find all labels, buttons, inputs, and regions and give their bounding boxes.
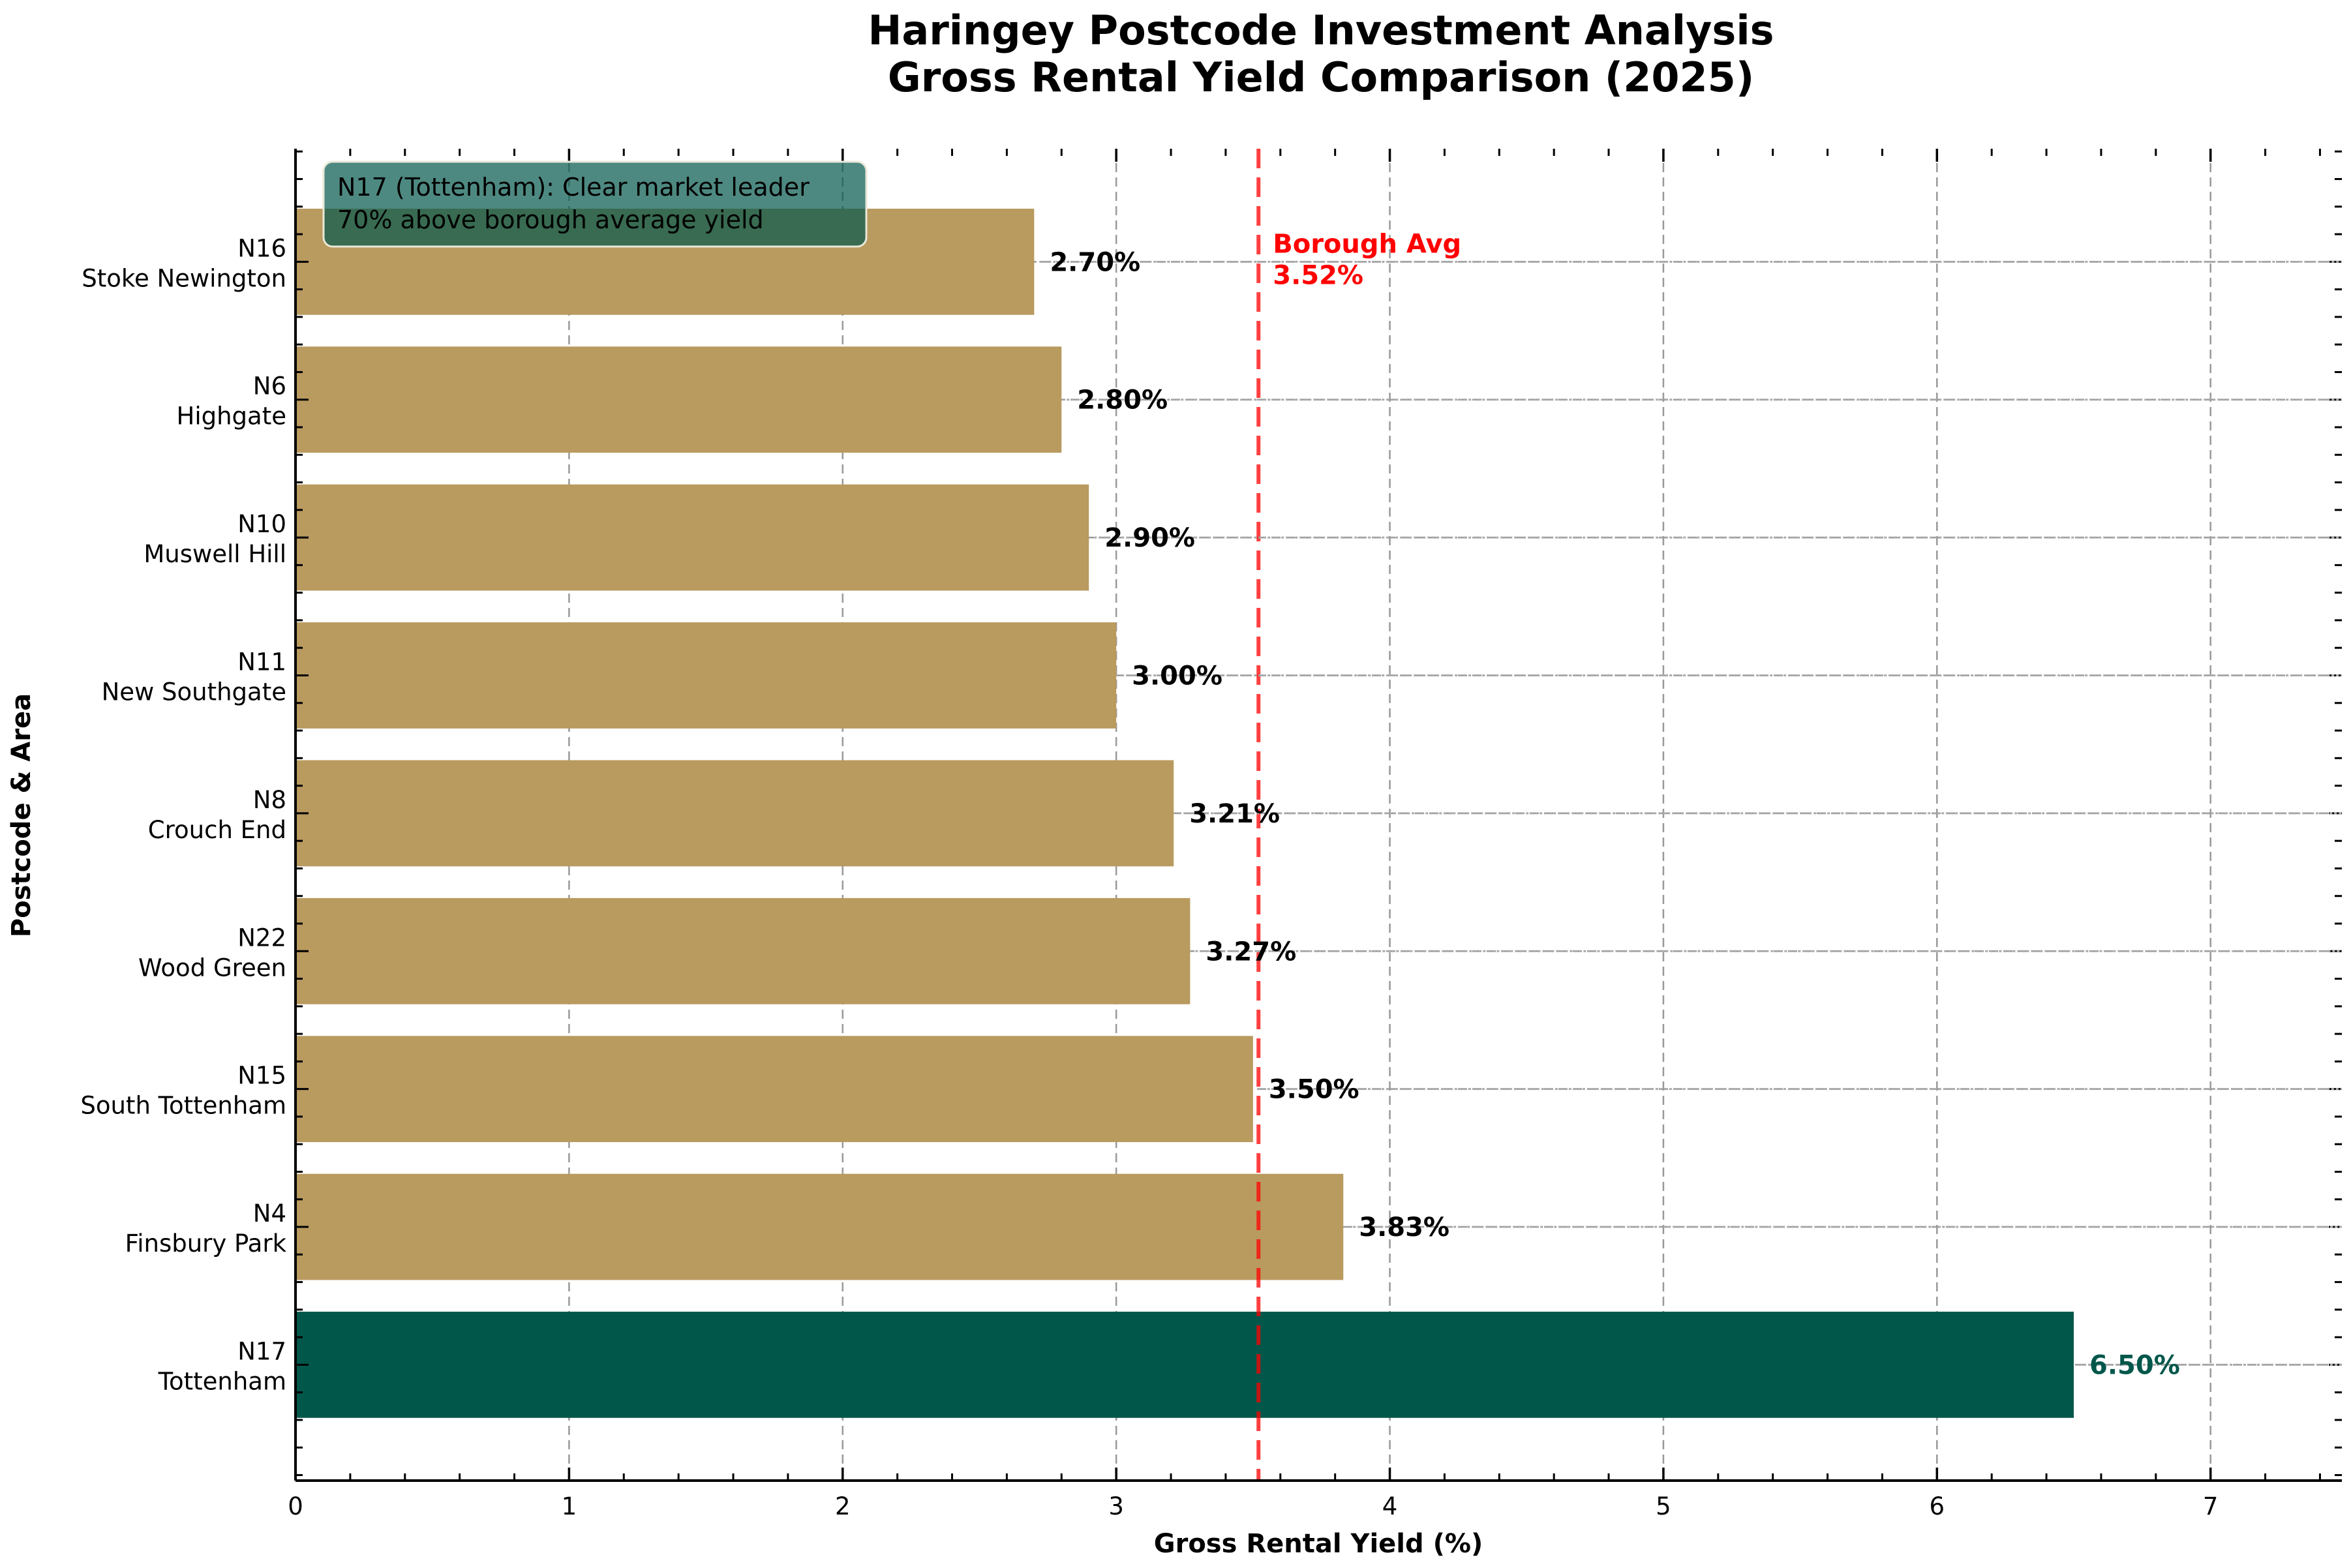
value-label: 3.27%: [1206, 937, 1296, 967]
bar-n22: [296, 897, 1191, 1004]
y-tick-label-area: Finsbury Park: [125, 1229, 287, 1258]
y-tick-label-code: N17: [237, 1337, 286, 1365]
bar-n17: [296, 1312, 2074, 1418]
value-label: 6.50%: [2089, 1350, 2180, 1380]
y-tick-label-code: N4: [253, 1199, 286, 1228]
y-tick-label-code: N22: [237, 924, 286, 952]
bar-n10: [296, 484, 1089, 591]
x-axis-label: Gross Rental Yield (%): [1154, 1529, 1483, 1559]
bars: [296, 208, 2074, 1418]
bar-n6: [296, 346, 1062, 453]
value-label: 3.83%: [1359, 1213, 1449, 1243]
annotation-line-1: N17 (Tottenham): Clear market leader: [337, 173, 810, 202]
y-tick-label-area: Stoke Newington: [82, 264, 286, 292]
annotation-background: [322, 160, 868, 248]
y-tick-label-code: N15: [237, 1062, 286, 1090]
value-label: 2.90%: [1104, 523, 1195, 553]
y-tick-label-code: N11: [237, 648, 286, 676]
x-tick-label: 5: [1656, 1492, 1671, 1520]
bar-n11: [296, 622, 1117, 729]
chart-subtitle: Gross Rental Yield Comparison (2025): [888, 53, 1754, 101]
bar-n15: [296, 1036, 1253, 1143]
y-tick-label-area: Crouch End: [148, 816, 286, 844]
x-tick-label: 4: [1382, 1492, 1398, 1520]
chart-title: Haringey Postcode Investment Analysis: [868, 7, 1774, 54]
value-label: 3.50%: [1269, 1075, 1359, 1105]
y-tick-label-area: Tottenham: [158, 1367, 286, 1395]
annotation-line-2: 70% above borough average yield: [337, 205, 764, 234]
value-label: 3.21%: [1189, 799, 1280, 829]
annotation-box: N17 (Tottenham): Clear market leader 70%…: [322, 160, 868, 248]
y-tick-label-area: New Southgate: [102, 678, 286, 706]
value-label: 3.00%: [1132, 661, 1222, 691]
x-tick-label: 0: [288, 1492, 303, 1520]
y-tick-label-area: Muswell Hill: [144, 540, 286, 568]
x-tick-label: 7: [2203, 1492, 2219, 1520]
y-axis-label: Postcode & Area: [7, 693, 37, 937]
y-tick-label-area: Highgate: [177, 402, 286, 430]
axes: [294, 149, 2342, 1482]
borough-average-label: Borough Avg: [1273, 229, 1461, 259]
y-tick-label-code: N6: [253, 372, 286, 400]
y-tick-label-code: N10: [237, 510, 286, 538]
y-tick-label-code: N16: [237, 234, 286, 262]
y-tick-label-area: Wood Green: [138, 954, 286, 982]
bar-n8: [296, 760, 1174, 867]
x-tick-label: 3: [1108, 1492, 1124, 1520]
x-tick-label: 6: [1930, 1492, 1945, 1520]
x-tick-label: 2: [835, 1492, 851, 1520]
value-label: 2.80%: [1077, 385, 1168, 415]
bar-n4: [296, 1173, 1344, 1280]
borough-average-value: 3.52%: [1273, 260, 1363, 290]
y-tick-label-area: South Tottenham: [80, 1092, 286, 1120]
y-tick-label-code: N8: [253, 786, 286, 814]
x-tick-label: 1: [562, 1492, 577, 1520]
value-label: 2.70%: [1050, 247, 1140, 277]
